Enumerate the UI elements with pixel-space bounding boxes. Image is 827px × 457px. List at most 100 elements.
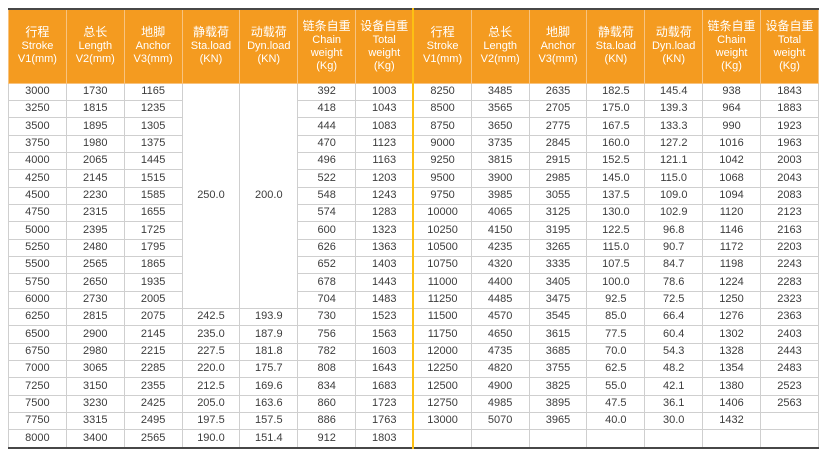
- cell-right: 2635: [528, 82, 588, 101]
- cell-right: 2243: [759, 255, 820, 275]
- cell-right: 54.3: [644, 342, 704, 362]
- cell-left: 678: [297, 273, 357, 292]
- cell-left: 2565: [65, 255, 125, 275]
- cell-left: 4000: [8, 151, 67, 171]
- cell-right: 3545: [528, 307, 588, 327]
- cell-left: 3230: [65, 394, 125, 414]
- header-label-unit: V3(mm): [133, 53, 173, 66]
- cell-left: 6500: [8, 325, 67, 344]
- cell-right: 3650: [470, 117, 530, 136]
- header-cell-left-total-weight: 设备自重 Total weight (Kg): [355, 8, 415, 84]
- cell-right: 11750: [412, 325, 472, 344]
- cell-right: 964: [702, 99, 761, 119]
- cell-left: 704: [297, 290, 357, 309]
- cell-left: 169.6: [239, 377, 299, 396]
- header-label-unit: (KN): [199, 53, 223, 66]
- cell-left: 2145: [65, 169, 125, 188]
- cell-right: 3125: [528, 203, 588, 223]
- cell-left: 212.5: [181, 377, 241, 396]
- table-row: 6750 2980 2215 227.5 181.8 782 1603 12000 4735 36…: [8, 342, 820, 362]
- cell-left: 1003: [355, 82, 415, 101]
- header-label-unit: (Kg): [721, 59, 742, 72]
- cell-right: [702, 429, 761, 449]
- cell-left: 205.0: [181, 394, 241, 414]
- table-row: 6500 2900 2145 235.0 187.9 756 1563 11750 4650 36…: [8, 325, 820, 344]
- cell-right: 2163: [759, 221, 820, 240]
- header-label-zh: 地脚: [546, 25, 571, 40]
- cell-left: 3150: [65, 377, 125, 396]
- cell-right: 130.0: [586, 203, 646, 223]
- cell-left: 181.8: [239, 342, 299, 362]
- cell-left: 1203: [355, 169, 415, 188]
- cell-left: 2900: [65, 325, 125, 344]
- cell-left: 7250: [8, 377, 67, 396]
- header-label-unit: (Kg): [373, 59, 395, 72]
- cell-left: 2425: [123, 394, 183, 414]
- cell-left: 1725: [123, 221, 183, 240]
- cell-right: 60.4: [644, 325, 704, 344]
- cell-left: 2215: [123, 342, 183, 362]
- cell-left: 3065: [65, 359, 125, 379]
- table-row: 3000 1730 1165 250.0 200.0 392 1003 8250 3485 263…: [8, 82, 820, 309]
- cell-left: 1443: [355, 273, 415, 292]
- cell-right: 1042: [702, 151, 761, 171]
- header-cell-right-total-weight: 设备自重 Total weight (Kg): [759, 8, 820, 84]
- cell-right: 62.5: [586, 359, 646, 379]
- cell-left: 1523: [355, 307, 415, 327]
- cell-left: 4500: [8, 186, 67, 205]
- cell-left: 1795: [123, 238, 183, 257]
- cell-right: [470, 429, 530, 449]
- cell-right: 2443: [759, 342, 820, 362]
- cell-left: 5750: [8, 273, 67, 292]
- header-label-en: Anchor: [135, 40, 171, 53]
- table-row: 8000 3400 2565 190.0 151.4 912 1803: [8, 429, 820, 449]
- header-cell-right-chain-weight: 链条自重 Chain weight (Kg): [702, 8, 761, 84]
- cell-right: 1068: [702, 169, 761, 188]
- cell-right: [586, 429, 646, 449]
- cell-left: 8000: [8, 429, 67, 449]
- cell-right: 1432: [702, 412, 761, 431]
- cell-right: 3685: [528, 342, 588, 362]
- cell-left: 2065: [65, 151, 125, 171]
- cell-right: 3475: [528, 290, 588, 309]
- table-row: 7750 3315 2495 197.5 157.5 886 1763 13000 5070 39…: [8, 412, 820, 431]
- cell-left: 1655: [123, 203, 183, 223]
- cell-right: 1843: [759, 82, 820, 101]
- cell-right: 8250: [412, 82, 472, 101]
- spec-table-body: 3000 1730 1165 250.0 200.0 392 1003 8250 3485 263…: [8, 82, 820, 449]
- cell-right: 2323: [759, 290, 820, 309]
- cell-right: 2083: [759, 186, 820, 205]
- cell-left: 1515: [123, 169, 183, 188]
- cell-left: 782: [297, 342, 357, 362]
- cell-left: 6000: [8, 290, 67, 309]
- cell-left: 151.4: [239, 429, 299, 449]
- cell-left: 197.5: [181, 412, 241, 431]
- table-row: 4500 2230 1585 548 1243 9750 3985 3055 137.5 109.…: [8, 186, 820, 205]
- cell-right: 2705: [528, 99, 588, 119]
- cell-left: 3750: [8, 134, 67, 153]
- header-label-zh: 动载荷: [250, 25, 287, 40]
- cell-right: [759, 429, 820, 449]
- header-cell-left-dyn-load: 动载荷 Dyn.load (KN): [239, 8, 299, 84]
- header-label-en: Chain weight: [310, 33, 343, 59]
- cell-right: 2523: [759, 377, 820, 396]
- header-cell-right-stroke: 行程 Stroke V1(mm): [412, 8, 472, 84]
- cell-right: 3055: [528, 186, 588, 205]
- cell-right: 11000: [412, 273, 472, 292]
- header-cell-left-stroke: 行程 Stroke V1(mm): [8, 8, 67, 84]
- cell-left: 522: [297, 169, 357, 188]
- cell-right: 5070: [470, 412, 530, 431]
- cell-right: 3615: [528, 325, 588, 344]
- cell-right: 1146: [702, 221, 761, 240]
- table-row: 7000 3065 2285 220.0 175.7 808 1643 12250 4820 37…: [8, 359, 820, 379]
- table-row: 4750 2315 1655 574 1283 10000 4065 3125 130.0 102…: [8, 203, 820, 223]
- cell-right: 90.7: [644, 238, 704, 257]
- cell-left: 1563: [355, 325, 415, 344]
- cell-left: 730: [297, 307, 357, 327]
- cell-right: 1276: [702, 307, 761, 327]
- cell-right: 115.0: [644, 169, 704, 188]
- cell-right: 990: [702, 117, 761, 136]
- cell-left: 1723: [355, 394, 415, 414]
- cell-left: 190.0: [181, 429, 241, 449]
